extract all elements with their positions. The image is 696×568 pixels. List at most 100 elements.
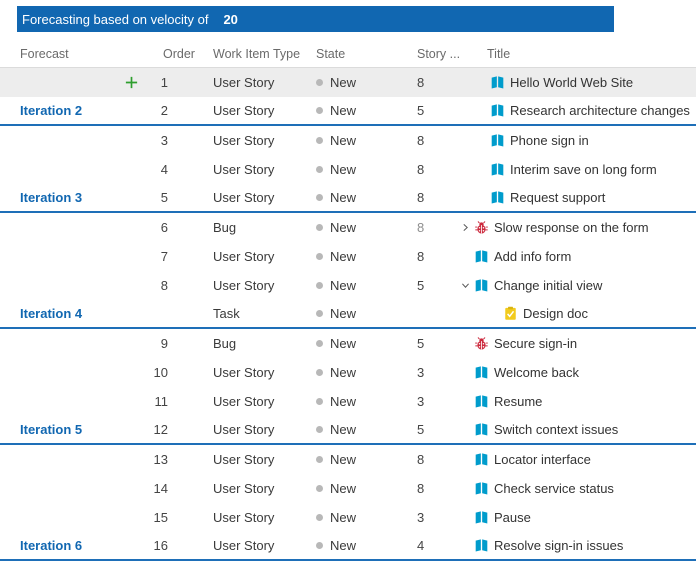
- story-points-cell: 5: [417, 422, 425, 437]
- state-dot-icon: [316, 456, 323, 463]
- column-header-story-points[interactable]: Story ...: [417, 47, 461, 61]
- title-text[interactable]: Check service status: [494, 481, 614, 496]
- forecast-velocity-bar: Forecasting based on velocity of 20: [17, 6, 614, 32]
- state-dot-icon: [316, 310, 323, 317]
- title-text[interactable]: Resume: [494, 394, 543, 409]
- table-row[interactable]: 8 User Story New 5: [0, 271, 696, 300]
- title-cell: Request support: [460, 184, 694, 211]
- work-item-type-cell: User Story: [213, 162, 275, 177]
- velocity-input[interactable]: 20: [223, 11, 238, 27]
- title-text[interactable]: Design doc: [523, 306, 589, 321]
- user-story-icon: [474, 481, 489, 496]
- title-text[interactable]: Pause: [494, 510, 531, 525]
- title-cell: Secure sign-in: [460, 329, 694, 358]
- state-cell: New: [316, 416, 356, 443]
- state-dot-icon: [316, 79, 323, 86]
- title-text[interactable]: Research architecture changes: [510, 103, 690, 118]
- title-text[interactable]: Secure sign-in: [494, 336, 578, 351]
- table-row[interactable]: 9 Bug New 5: [0, 329, 696, 358]
- order-cell: 16: [153, 538, 168, 553]
- story-points-cell: 8: [417, 249, 425, 264]
- story-points-cell: 8: [417, 220, 425, 235]
- column-header-order[interactable]: Order: [163, 47, 195, 61]
- title-text[interactable]: Welcome back: [494, 365, 580, 380]
- title-text[interactable]: Phone sign in: [510, 133, 589, 148]
- state-text: New: [330, 220, 357, 235]
- column-header-work-item-type[interactable]: Work Item Type: [213, 47, 301, 61]
- task-icon: [503, 306, 518, 321]
- state-cell: New: [316, 387, 356, 416]
- plus-icon: [124, 75, 139, 90]
- add-work-item-button[interactable]: [124, 75, 139, 90]
- title-cell: Change initial view: [460, 271, 694, 300]
- state-cell: New: [316, 474, 356, 503]
- state-cell: New: [316, 68, 356, 97]
- title-text[interactable]: Add info form: [494, 249, 572, 264]
- state-text: New: [330, 510, 357, 525]
- title-cell: Check service status: [460, 474, 694, 503]
- story-points-cell: 4: [417, 538, 425, 553]
- user-story-icon: [474, 538, 489, 553]
- table-row[interactable]: 7 User Story New 8: [0, 242, 696, 271]
- state-cell: New: [316, 445, 356, 474]
- user-story-icon: [474, 422, 489, 437]
- title-text[interactable]: Locator interface: [494, 452, 591, 467]
- table-row[interactable]: 4 User Story New 8: [0, 155, 696, 184]
- order-cell: 6: [160, 220, 168, 235]
- state-text: New: [330, 75, 357, 90]
- state-cell: New: [316, 271, 356, 300]
- table-row[interactable]: Iteration 4 Task New: [0, 300, 696, 329]
- title-text[interactable]: Slow response on the form: [494, 220, 649, 235]
- order-cell: 1: [160, 75, 168, 90]
- state-text: New: [330, 365, 357, 380]
- iteration-label: Iteration 4: [20, 306, 83, 321]
- table-row[interactable]: 11 User Story New 3: [0, 387, 696, 416]
- work-item-type-cell: User Story: [213, 75, 275, 90]
- table-row[interactable]: 13 User Story New 8: [0, 445, 696, 474]
- table-row[interactable]: 1 User Story New 8: [0, 68, 696, 97]
- title-text[interactable]: Resolve sign-in issues: [494, 538, 624, 553]
- table-row[interactable]: 6 Bug New 8: [0, 213, 696, 242]
- work-item-type-cell: User Story: [213, 481, 275, 496]
- title-text[interactable]: Hello World Web Site: [510, 75, 634, 90]
- title-cell: Interim save on long form: [460, 155, 694, 184]
- title-cell: Add info form: [460, 242, 694, 271]
- table-row[interactable]: 15 User Story New 3: [0, 503, 696, 532]
- table-row[interactable]: 10 User Story New 3: [0, 358, 696, 387]
- title-text[interactable]: Change initial view: [494, 278, 603, 293]
- table-row[interactable]: Iteration 5 12 User Story New 5: [0, 416, 696, 445]
- table-row[interactable]: 3 User Story New 8: [0, 126, 696, 155]
- title-cell: Slow response on the form: [460, 213, 694, 242]
- title-text[interactable]: Interim save on long form: [510, 162, 657, 177]
- table-row[interactable]: Iteration 3 5 User Story New 8: [0, 184, 696, 213]
- table-row[interactable]: Iteration 6 16 User Story New 4: [0, 532, 696, 561]
- state-cell: New: [316, 184, 356, 211]
- column-header-state[interactable]: State: [316, 47, 346, 61]
- user-story-icon: [490, 162, 505, 177]
- state-text: New: [330, 481, 357, 496]
- user-story-icon: [474, 394, 489, 409]
- state-dot-icon: [316, 137, 323, 144]
- user-story-icon: [474, 278, 489, 293]
- work-item-type-cell: Bug: [213, 220, 237, 235]
- state-cell: New: [316, 213, 356, 242]
- title-text[interactable]: Switch context issues: [494, 422, 619, 437]
- table-row[interactable]: Iteration 2 2 User Story New 5: [0, 97, 696, 126]
- order-cell: [118, 300, 168, 327]
- work-item-type-cell: User Story: [213, 394, 275, 409]
- title-text[interactable]: Request support: [510, 190, 606, 205]
- table-row[interactable]: 14 User Story New 8: [0, 474, 696, 503]
- order-cell: 11: [154, 394, 169, 409]
- story-points-cell: 3: [417, 365, 425, 380]
- story-points-cell: 8: [417, 133, 425, 148]
- column-header-title[interactable]: Title: [487, 47, 511, 61]
- story-points-cell: 5: [417, 336, 425, 351]
- state-text: New: [330, 162, 357, 177]
- chevron-right-icon[interactable]: [460, 221, 474, 235]
- state-cell: New: [316, 242, 356, 271]
- backlog-table: Forecast Order Work Item Type State Stor…: [0, 42, 696, 561]
- state-cell: New: [316, 155, 356, 184]
- chevron-down-icon[interactable]: [460, 279, 474, 293]
- column-header-forecast[interactable]: Forecast: [20, 47, 69, 61]
- state-dot-icon: [316, 398, 323, 405]
